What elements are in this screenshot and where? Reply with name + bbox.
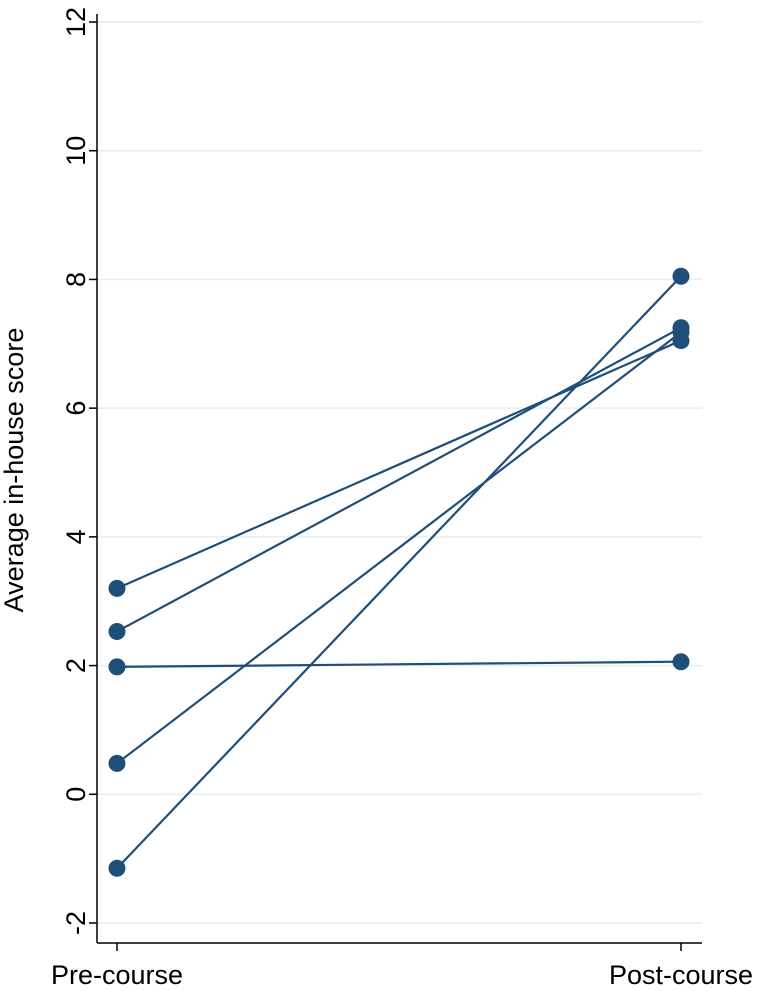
series-line — [116, 331, 682, 765]
series-line — [116, 275, 682, 870]
data-point — [108, 579, 126, 597]
data-point — [108, 859, 126, 877]
y-tick-label: 2 — [61, 658, 91, 673]
y-tick-label: 8 — [61, 272, 91, 287]
data-point — [108, 754, 126, 772]
y-tick-label: 0 — [61, 787, 91, 802]
data-point — [672, 267, 690, 285]
data-point — [672, 323, 690, 341]
series-line — [116, 660, 682, 668]
y-axis-label: Average in-house score — [0, 328, 29, 613]
series-line — [116, 326, 682, 633]
y-tick-label: 6 — [61, 401, 91, 416]
data-point — [108, 622, 126, 640]
data-point — [108, 658, 126, 676]
y-tick-label: -2 — [61, 911, 91, 935]
y-axis-ticks: -2 0 2 4 6 8 10 12 — [61, 7, 97, 935]
x-axis-ticks: Pre-course Post-course — [51, 943, 753, 990]
series-line — [116, 339, 682, 590]
y-tick-label: 12 — [61, 7, 91, 37]
x-tick-label: Pre-course — [51, 960, 183, 990]
grid-lines — [97, 21, 702, 924]
series-points — [108, 267, 690, 877]
x-tick-label: Post-course — [609, 960, 753, 990]
data-point — [672, 653, 690, 671]
y-tick-label: 10 — [61, 136, 91, 166]
y-tick-label: 4 — [61, 529, 91, 544]
series-lines — [116, 275, 682, 870]
